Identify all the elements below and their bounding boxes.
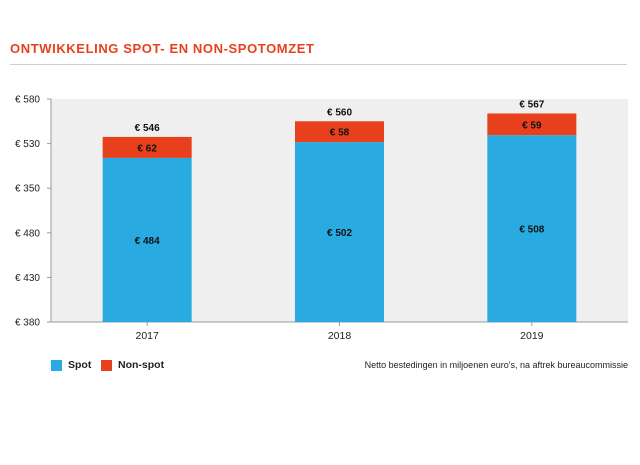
total-label-2017: € 546	[135, 123, 160, 134]
chart-title: ONTWIKKELING SPOT- EN NON-SPOTOMZET	[10, 41, 315, 56]
legend-label-spot: Spot	[68, 359, 92, 371]
legend-swatch-spot	[51, 359, 62, 371]
y-tick-label: € 380	[15, 318, 40, 329]
data-label-spot-2018: € 502	[327, 228, 352, 239]
total-label-2019: € 567	[519, 99, 544, 110]
y-tick-label: € 580	[15, 95, 40, 106]
bar-non-spot-2018	[295, 121, 384, 143]
footnote: Netto bestedingen in miljoenen euro's, n…	[364, 360, 628, 370]
stacked-bar-chart: € 380 € 430 € 480 € 350 € 530 € 580 € 484 € 62…	[15, 95, 628, 342]
y-tick-label: € 530	[15, 139, 40, 150]
data-label-spot-2019: € 508	[519, 225, 544, 236]
title-divider	[10, 64, 627, 65]
bar-non-spot-2017	[102, 136, 192, 158]
legend-swatch-non-spot	[101, 359, 112, 371]
y-tick-label: € 430	[15, 273, 40, 284]
data-label-spot-2017: € 484	[135, 236, 160, 247]
legend-spot: Spot	[51, 359, 91, 371]
bar-non-spot-2019	[487, 113, 577, 136]
bar-spot-2017	[102, 157, 192, 322]
bar-spot-2019	[487, 135, 577, 322]
y-tick-label: € 480	[15, 228, 40, 239]
y-tick-label: € 350	[15, 184, 40, 195]
x-tick-label-2017: 2017	[135, 330, 159, 342]
data-label-non-spot-2017: € 62	[137, 143, 157, 154]
total-label-2018: € 560	[327, 107, 352, 118]
data-label-non-spot-2018: € 58	[330, 128, 350, 139]
legend-non-spot: Non-spot	[101, 359, 164, 371]
x-tick-label-2019: 2019	[520, 330, 544, 342]
legend-label-non-spot: Non-spot	[118, 359, 165, 371]
bar-spot-2018	[295, 142, 384, 322]
x-tick-label-2018: 2018	[328, 330, 352, 342]
data-label-non-spot-2019: € 59	[522, 120, 542, 131]
